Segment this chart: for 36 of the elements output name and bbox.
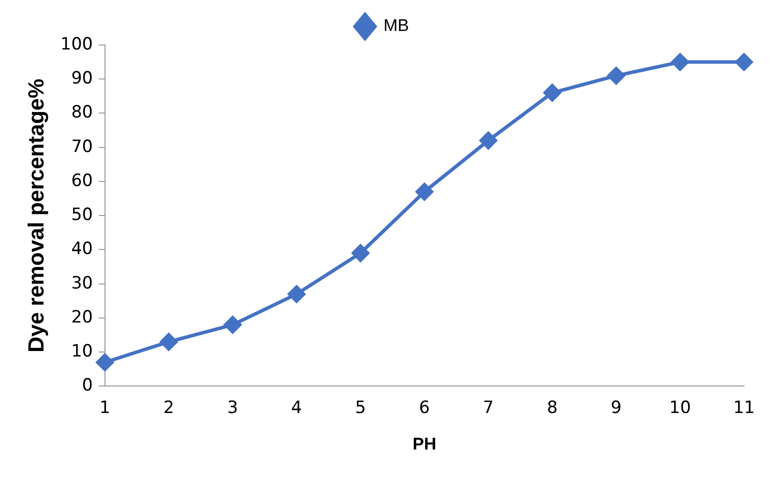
y-tick-label: 100 [60, 34, 93, 54]
point [352, 244, 370, 262]
y-axis-title: Dye removal percentage% [23, 78, 48, 353]
x-tick-label: 7 [482, 398, 494, 418]
point [288, 285, 306, 303]
x-tick-label: 9 [610, 398, 622, 418]
x-tick-label: 10 [669, 398, 691, 418]
point [671, 53, 689, 71]
x-tick-label: 8 [546, 398, 558, 418]
y-tick-label: 40 [71, 239, 93, 260]
point [544, 84, 562, 102]
x-axis-title: PH [412, 434, 436, 454]
y-tick-label: 50 [71, 205, 93, 226]
point [607, 66, 625, 84]
y-tick-label: 60 [71, 170, 93, 191]
x-tick-label: 6 [419, 398, 430, 418]
y-tick-label: 80 [71, 102, 93, 123]
y-tick-label: 90 [71, 68, 93, 89]
y-tick-label: 20 [71, 307, 93, 328]
x-tick-label: 4 [291, 398, 302, 418]
point [735, 53, 753, 71]
point [480, 132, 498, 150]
y-tick-label: 10 [71, 342, 93, 362]
y-tick-label: 70 [71, 136, 93, 157]
point [96, 354, 114, 372]
point [416, 182, 434, 200]
x-tick-label: 5 [355, 398, 366, 418]
x-tick-label: 3 [227, 398, 238, 418]
x-tick-label: 11 [733, 398, 755, 418]
x-tick-label: 1 [99, 398, 110, 418]
legend-label: MB [384, 16, 409, 36]
point [160, 333, 178, 351]
y-tick-label: 0 [82, 376, 93, 396]
x-tick-label: 2 [163, 398, 174, 418]
y-tick-label: 30 [71, 273, 93, 294]
point [224, 316, 242, 334]
